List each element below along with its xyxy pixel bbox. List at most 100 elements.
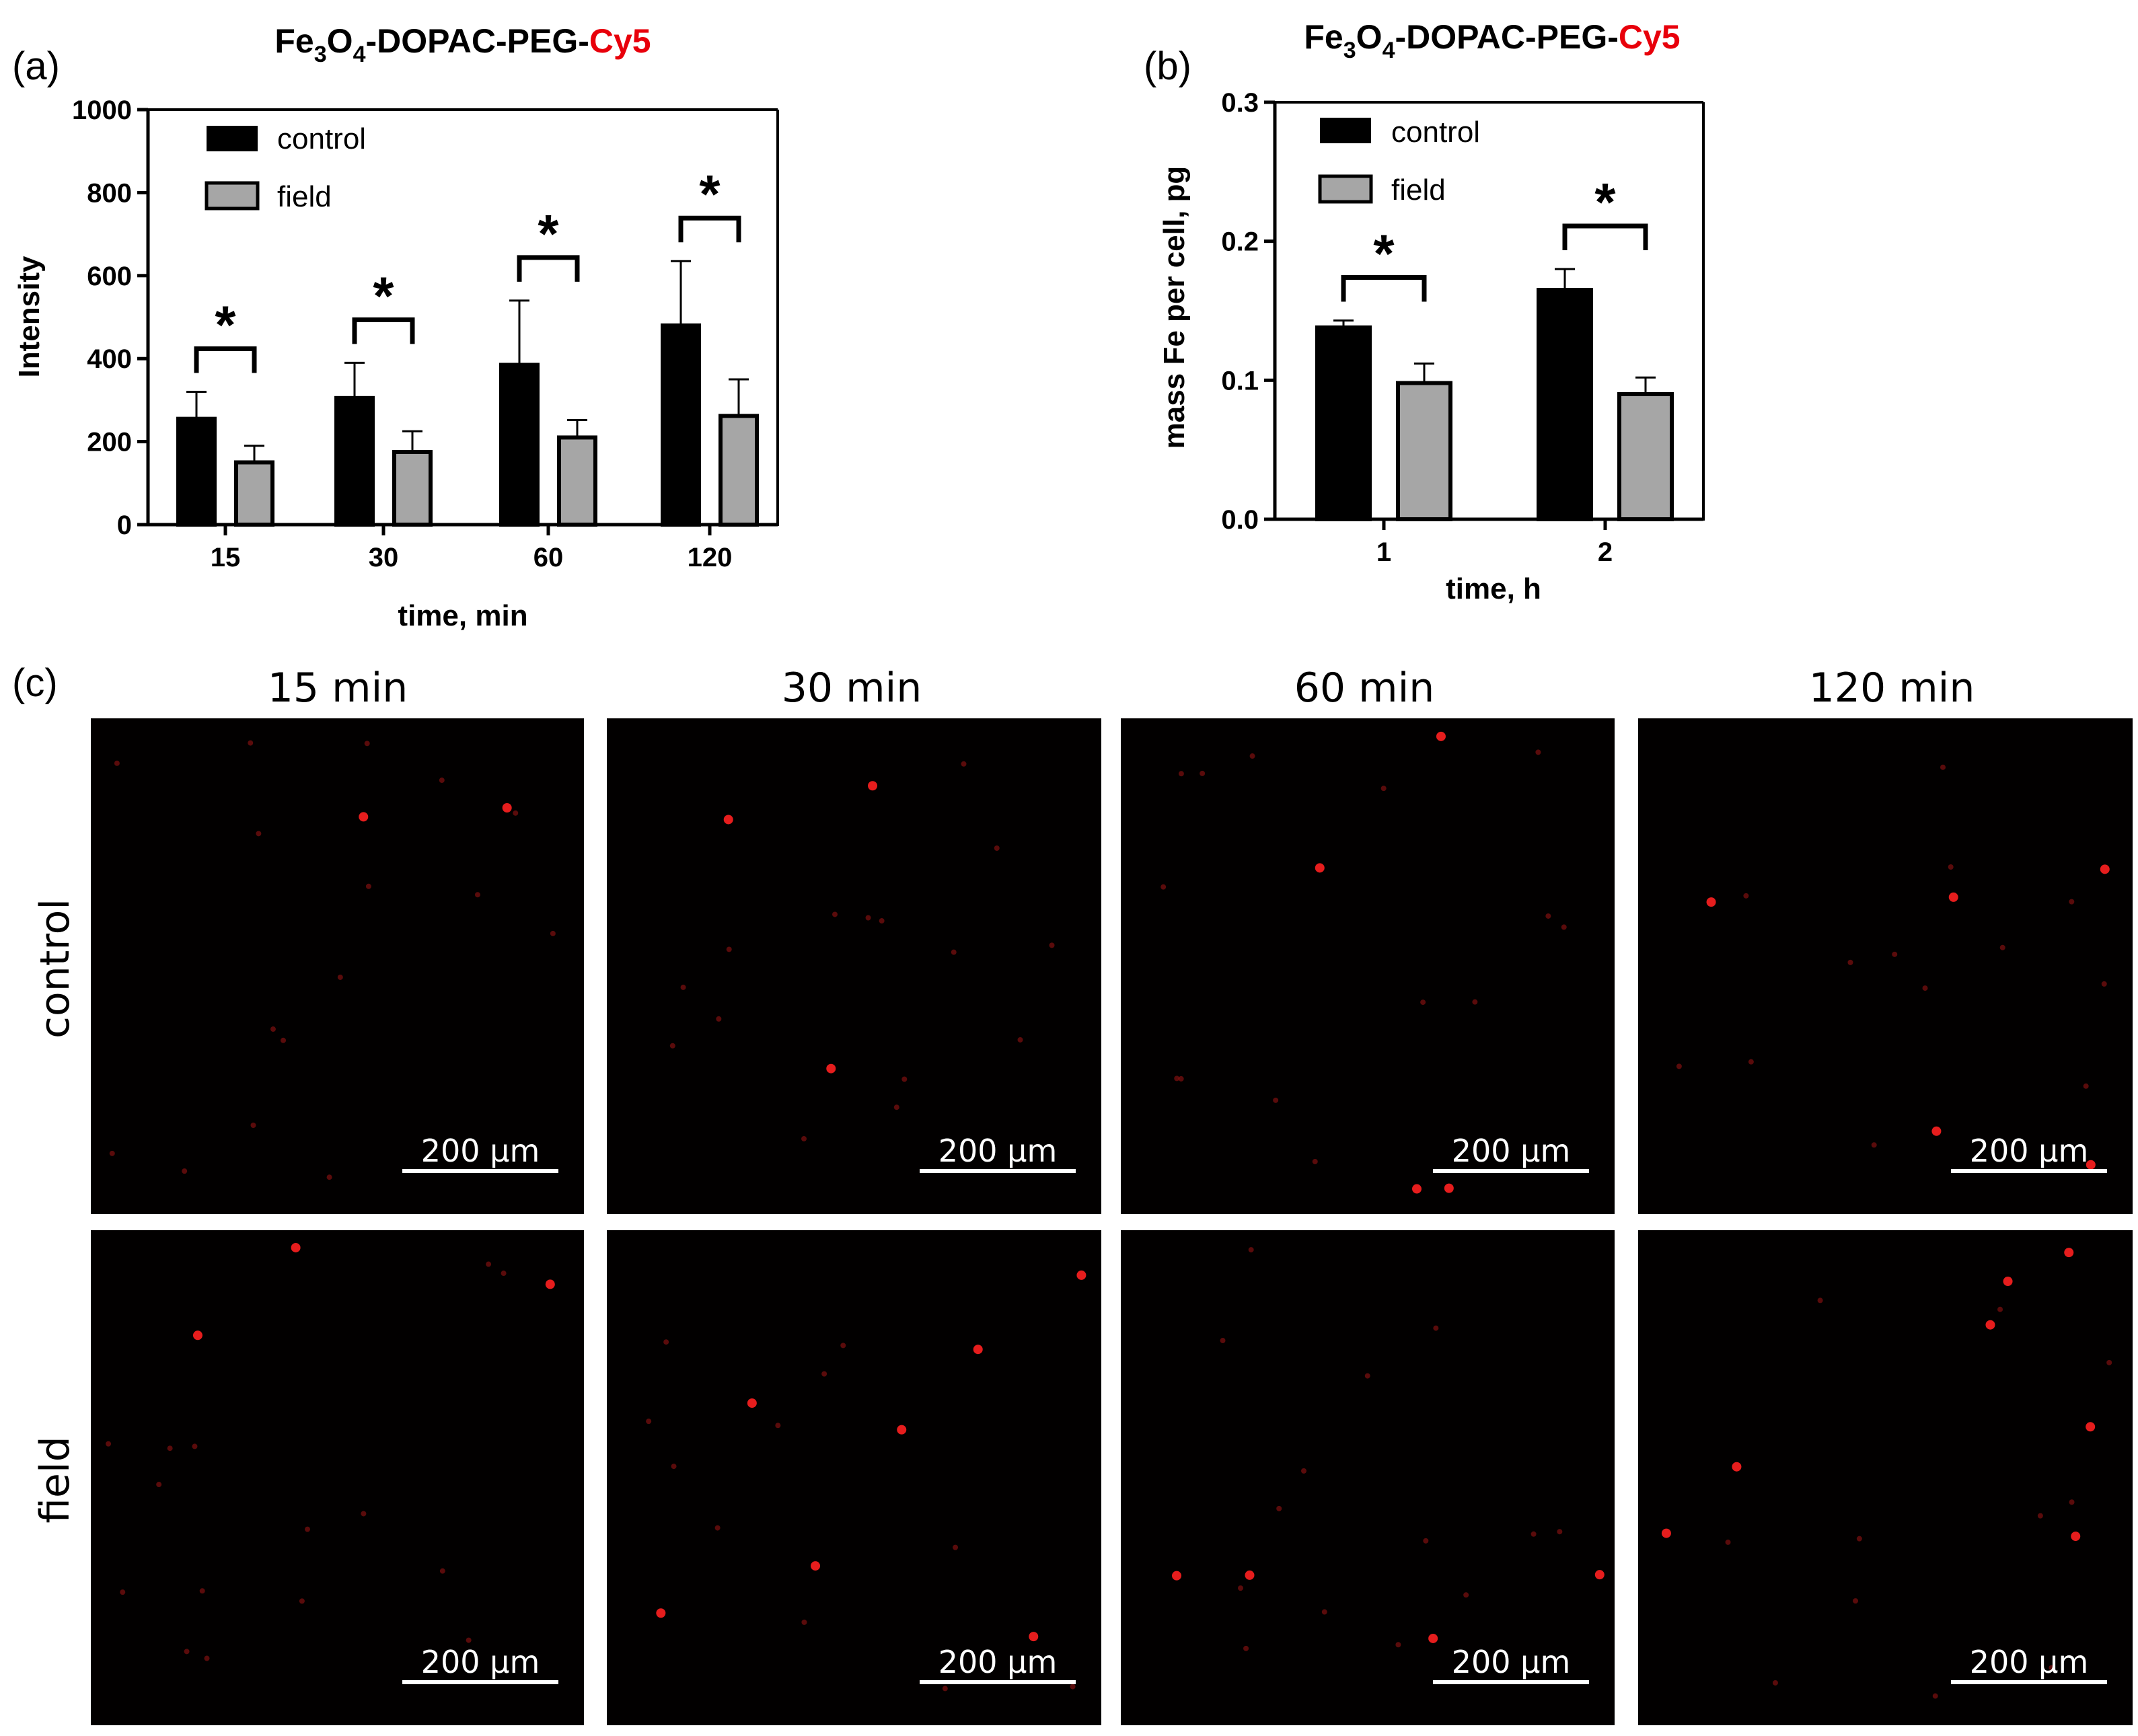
significance-star: * (538, 204, 559, 264)
legend-swatch-control (207, 126, 258, 151)
row-header-field: field (32, 1436, 79, 1523)
cell-spot (901, 1076, 908, 1082)
cell-spot (953, 1544, 959, 1550)
micrograph-control-120-min: 200 µm (1638, 718, 2133, 1214)
cell-spot (2003, 1277, 2013, 1287)
cell-spot (291, 1242, 301, 1252)
micrograph-background (91, 1230, 584, 1725)
cell-spot (1312, 1158, 1318, 1164)
cell-spot (1535, 749, 1541, 755)
scale-bar-label: 200 µm (1970, 1133, 2089, 1169)
cell-spot (1249, 753, 1255, 759)
chart-b-significance: ** (1341, 172, 1648, 302)
cell-spot (646, 1419, 652, 1425)
cell-spot (811, 1561, 821, 1571)
cell-spot (1178, 1075, 1184, 1082)
micrograph-background (91, 718, 584, 1214)
chart-a-ylabel: Intensity (13, 256, 46, 377)
cell-spot (1931, 1126, 1942, 1136)
cell-spot (868, 781, 878, 791)
cell-spot (1817, 1297, 1823, 1304)
y-tick-label: 1000 (72, 96, 132, 125)
cell-spot (821, 1371, 827, 1377)
scale-bar-label: 200 µm (1970, 1644, 2089, 1680)
cell-spot (2100, 864, 2110, 874)
cell-spot (199, 1588, 205, 1594)
panel-label-c: (c) (12, 661, 58, 705)
micrograph-control-30-min: 200 µm (607, 718, 1101, 1214)
cell-spot (669, 1043, 675, 1049)
cell-spot (840, 1343, 846, 1349)
chart-a-x-ticks: 15 30 60 120 (211, 525, 733, 572)
y-tick-label: 400 (87, 344, 132, 374)
significance-bracket (194, 346, 257, 373)
cell-spot (801, 1136, 807, 1142)
cell-spot (1743, 893, 1749, 899)
cell-spot (1561, 924, 1567, 930)
cell-spot (1871, 1142, 1877, 1148)
cell-spot (184, 1649, 190, 1655)
row-header-control: control (32, 899, 79, 1039)
legend-label-control: control (1391, 116, 1480, 149)
scale-bar-label: 200 µm (421, 1133, 540, 1169)
y-tick-label: 0.1 (1221, 366, 1259, 395)
cell-spot (1273, 1097, 1279, 1103)
cell-spot (1380, 786, 1387, 792)
cell-spot (826, 1063, 836, 1073)
cell-spot (2083, 1083, 2089, 1089)
cell-spot (656, 1608, 666, 1618)
cell-spot (775, 1423, 781, 1429)
y-tick-label: 0.3 (1221, 88, 1259, 118)
cell-spot (1772, 1680, 1778, 1686)
cell-spot (1321, 1609, 1327, 1615)
chart-b-bars (1315, 268, 1674, 522)
cell-spot (1248, 1247, 1254, 1253)
y-tick-label: 0.2 (1221, 227, 1259, 257)
bar-control-120 (661, 323, 701, 527)
cell-spot (1706, 897, 1716, 907)
cell-spot (1725, 1539, 1731, 1545)
cell-spot (192, 1330, 202, 1341)
x-tick-label: 120 (688, 543, 733, 572)
x-tick-label: 1 (1376, 537, 1391, 567)
cell-spot (248, 740, 254, 746)
legend-swatch-control (1320, 118, 1371, 143)
chart-b-xlabel: time, h (1446, 572, 1541, 605)
cell-spot (359, 812, 369, 822)
x-tick-label: 15 (211, 543, 241, 572)
cell-spot (109, 1150, 115, 1156)
panel-label-b: (b) (1144, 44, 1191, 88)
cell-spot (2101, 981, 2107, 987)
significance-bracket (1562, 223, 1648, 250)
cell-spot (1948, 892, 1958, 902)
cell-spot (305, 1526, 311, 1532)
panel-label-a: (a) (12, 44, 60, 88)
cell-spot (439, 1568, 445, 1574)
cell-spot (1017, 1036, 1023, 1043)
cell-spot (1178, 771, 1184, 777)
cell-spot (270, 1026, 276, 1032)
significance-star: * (373, 266, 394, 326)
cell-spot (281, 1037, 287, 1043)
cell-spot (2064, 1248, 2074, 1258)
cell-spot (2086, 1160, 2096, 1170)
cell-spot (326, 1174, 332, 1180)
bar-field-1 (1396, 381, 1452, 522)
significance-star: * (1373, 223, 1395, 283)
cell-spot (1948, 864, 1954, 870)
cell-spot (120, 1589, 126, 1595)
micrograph-background (1121, 718, 1615, 1214)
bar-field-15 (234, 460, 274, 527)
scale-bar-label: 200 µm (1452, 1133, 1571, 1169)
cell-spot (156, 1482, 162, 1488)
cell-spot (439, 778, 445, 784)
cell-spot (1922, 985, 1928, 991)
cell-spot (1220, 1338, 1226, 1344)
significance-bracket (1341, 274, 1427, 302)
cell-spot (1238, 1585, 1244, 1591)
bar-control-30 (334, 395, 375, 527)
column-header-30-min: 30 min (782, 665, 922, 712)
scale-bar-label: 200 µm (1452, 1644, 1571, 1680)
bar-field-2 (1617, 392, 1674, 521)
